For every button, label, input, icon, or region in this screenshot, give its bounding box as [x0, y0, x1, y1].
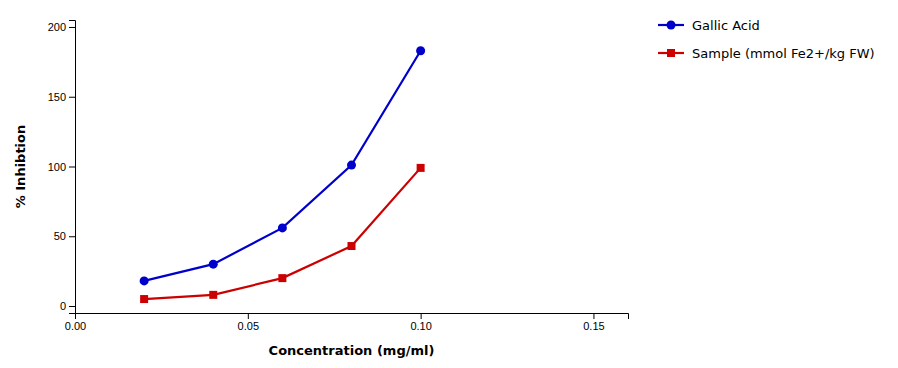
tick-label: 0.05 — [238, 320, 259, 332]
point — [416, 46, 425, 55]
tick-label: 0 — [60, 300, 66, 312]
axis-line — [76, 314, 629, 320]
tick: 0.15 — [583, 313, 604, 332]
tick: 200 — [48, 21, 75, 33]
series-group — [140, 46, 426, 303]
legend-item: Sample (mmol Fe2+/kg FW) — [658, 46, 875, 61]
series-line — [144, 168, 421, 299]
legend-label: Sample (mmol Fe2+/kg FW) — [692, 46, 875, 61]
tick-label: 200 — [48, 21, 66, 33]
point — [209, 260, 218, 269]
legend-label: Gallic Acid — [692, 18, 760, 33]
point — [348, 242, 356, 250]
tick-mark — [69, 97, 75, 98]
tick-label: 0.10 — [410, 320, 431, 332]
tick-mark — [248, 313, 249, 319]
series-line — [144, 51, 421, 281]
point — [140, 295, 148, 303]
tick: 150 — [48, 91, 75, 103]
point — [278, 274, 286, 282]
tick: 100 — [48, 161, 75, 173]
point — [347, 161, 356, 170]
tick-mark — [69, 27, 75, 28]
legend-marker — [667, 49, 675, 57]
y-axis: 0 50 100 150 200 — [48, 21, 76, 314]
tick-label: 150 — [48, 91, 66, 103]
legend-marker — [666, 20, 675, 29]
plot-area: 0.00 0.05 0.10 0.15 0 50 100 150 200 Concentratio… — [13, 21, 629, 359]
tick-mark — [69, 167, 75, 168]
tick-mark — [421, 313, 422, 319]
tick-label: 0.00 — [65, 320, 86, 332]
tick-mark — [69, 306, 75, 307]
point — [278, 223, 287, 232]
tick-mark — [593, 313, 594, 319]
tick: 0.10 — [410, 313, 431, 332]
point — [209, 291, 217, 299]
tick: 50 — [54, 230, 75, 242]
tick-label: 100 — [48, 161, 66, 173]
tick-label: 0.15 — [583, 320, 604, 332]
tick: 0 — [60, 300, 75, 312]
tick-mark — [69, 236, 75, 237]
legend: Gallic Acid Sample (mmol Fe2+/kg FW) — [658, 18, 875, 61]
x-axis-title: Concentration (mg/ml) — [269, 343, 435, 358]
tick: 0.00 — [65, 313, 86, 332]
y-axis-title: % Inhibtion — [13, 125, 28, 209]
point — [417, 164, 425, 172]
chart: 0.00 0.05 0.10 0.15 0 50 100 150 200 Concentratio… — [0, 0, 898, 368]
axis-line — [69, 21, 76, 314]
x-axis: 0.00 0.05 0.10 0.15 — [65, 313, 629, 332]
point — [140, 276, 149, 285]
tick: 0.05 — [238, 313, 259, 332]
tick-label: 50 — [54, 230, 66, 242]
legend-item: Gallic Acid — [658, 18, 760, 33]
